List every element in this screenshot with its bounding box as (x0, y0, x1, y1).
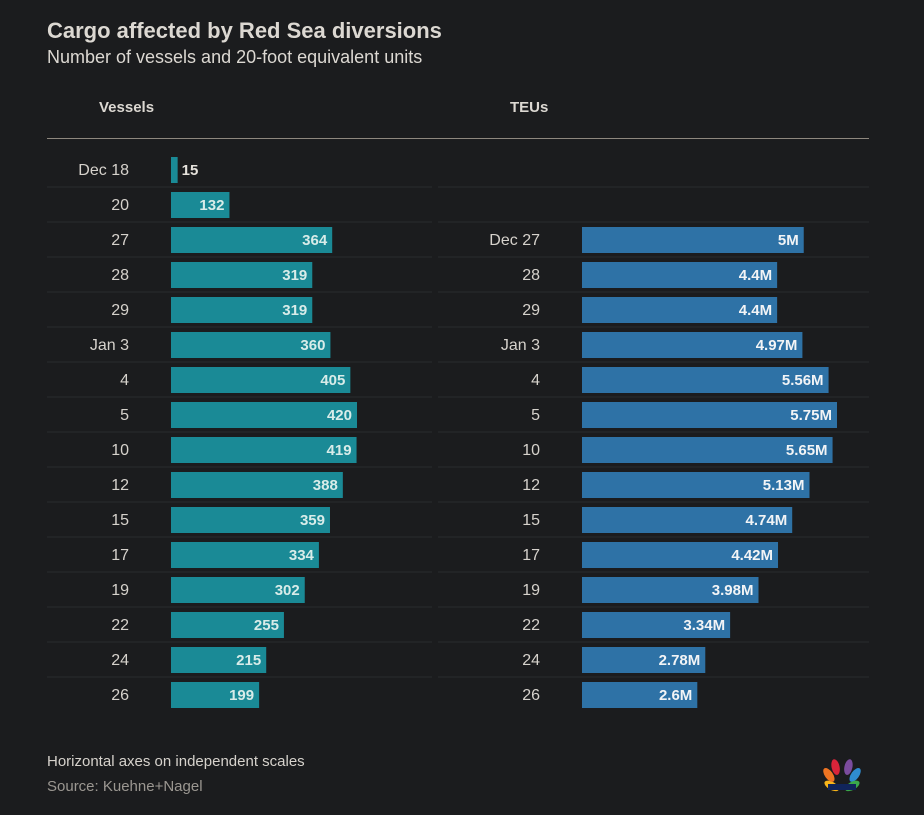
teus-category-label: 24 (522, 652, 540, 669)
header-divider (47, 138, 869, 139)
teus-value-label: 4.4M (739, 302, 772, 319)
teus-category-label: 15 (522, 512, 540, 529)
teus-category-label: Jan 3 (501, 337, 540, 354)
vessels-bar (171, 367, 351, 393)
teus-value-label: 4.4M (739, 267, 772, 284)
source-note: Source: Kuehne+Nagel (47, 778, 203, 795)
teus-value-label: 2.6M (659, 687, 692, 704)
vessels-category-label: 4 (120, 372, 129, 389)
teus-bar (582, 297, 778, 323)
vessels-category-label: 5 (120, 407, 129, 424)
teus-category-label: 17 (522, 547, 540, 564)
teus-value-label: 4.97M (756, 337, 798, 354)
vessels-value-label: 319 (282, 267, 307, 284)
vessels-category-label: 19 (111, 582, 129, 599)
vessels-value-label: 388 (313, 477, 338, 494)
teus-bar (582, 612, 731, 638)
vessels-bar (171, 577, 305, 603)
vessels-category-label: 26 (111, 687, 129, 704)
teus-category-label: 10 (522, 442, 540, 459)
teus-value-label: 4.74M (746, 512, 788, 529)
vessels-value-label: 420 (327, 407, 352, 424)
vessels-category-label: 28 (111, 267, 129, 284)
vessels-value-label: 215 (236, 652, 261, 669)
teus-value-label: 5.75M (790, 407, 832, 424)
vessels-category-label: 24 (111, 652, 129, 669)
vessels-bar (171, 297, 313, 323)
vessels-value-label: 132 (199, 197, 224, 214)
vessels-value-label: 319 (282, 302, 307, 319)
vessels-category-label: 27 (111, 232, 129, 249)
vessels-value-label: 359 (300, 512, 325, 529)
chart-subtitle: Number of vessels and 20-foot equivalent… (47, 47, 423, 67)
vessels-value-label: 255 (254, 617, 279, 634)
vessels-category-label: Dec 18 (78, 162, 129, 179)
cnbc-peacock-logo-icon (823, 759, 861, 792)
teus-value-label: 3.98M (712, 582, 754, 599)
vessels-bar (171, 542, 319, 568)
teus-category-label: 26 (522, 687, 540, 704)
vessels-bar (171, 647, 267, 673)
teus-category-label: Dec 27 (489, 232, 540, 249)
teus-value-label: 5.13M (763, 477, 805, 494)
teus-value-label: 5.65M (786, 442, 828, 459)
vessels-bar (171, 227, 333, 253)
vessels-category-label: 17 (111, 547, 129, 564)
teus-category-label: 5 (531, 407, 540, 424)
teus-bar (582, 437, 833, 463)
teus-bar (582, 682, 698, 708)
vessels-category-label: 29 (111, 302, 129, 319)
teus-bar (582, 227, 804, 253)
vessels-bar (171, 262, 313, 288)
scale-note: Horizontal axes on independent scales (47, 753, 305, 770)
vessels-value-label: 419 (327, 442, 352, 459)
teus-category-label: 12 (522, 477, 540, 494)
teus-value-label: 5M (778, 232, 799, 249)
vessels-bar (171, 157, 178, 183)
teus-bar (582, 542, 779, 568)
vessels-bar (171, 402, 357, 428)
teus-bar (582, 472, 810, 498)
vessels-value-label: 302 (275, 582, 300, 599)
teus-column-header: TEUs (510, 99, 549, 116)
teus-bar (582, 332, 803, 358)
teus-value-label: 5.56M (782, 372, 824, 389)
vessels-category-label: 22 (111, 617, 129, 634)
vessels-category-label: Jan 3 (90, 337, 129, 354)
vessels-bar (171, 472, 343, 498)
teus-value-label: 4.42M (731, 547, 773, 564)
teus-category-label: 4 (531, 372, 540, 389)
vessels-category-label: 15 (111, 512, 129, 529)
teus-category-label: 19 (522, 582, 540, 599)
teus-category-label: 22 (522, 617, 540, 634)
teus-bar (582, 647, 706, 673)
vessels-category-label: 20 (111, 197, 129, 214)
vessels-bar (171, 332, 331, 358)
vessels-value-label: 360 (300, 337, 325, 354)
vessels-category-label: 12 (111, 477, 129, 494)
teus-category-label: 28 (522, 267, 540, 284)
teus-bar (582, 507, 793, 533)
vessels-bar (171, 192, 230, 218)
vessels-category-label: 10 (111, 442, 129, 459)
vessels-bar (171, 612, 284, 638)
teus-bar (582, 262, 778, 288)
vessels-bar (171, 437, 357, 463)
teus-bar (582, 577, 759, 603)
vessels-value-label: 199 (229, 687, 254, 704)
vessels-bar (171, 507, 330, 533)
teus-category-label: 29 (522, 302, 540, 319)
chart-title: Cargo affected by Red Sea diversions (47, 18, 442, 43)
vessels-value-label: 364 (302, 232, 328, 249)
vessels-bar (171, 682, 260, 708)
vessels-column-header: Vessels (99, 99, 155, 116)
vessels-value-label: 405 (320, 372, 345, 389)
teus-value-label: 2.78M (659, 652, 701, 669)
vessels-value-label: 334 (289, 547, 315, 564)
teus-bar (582, 367, 829, 393)
vessels-value-label: 15 (182, 162, 199, 179)
teus-bar (582, 402, 837, 428)
teus-value-label: 3.34M (683, 617, 725, 634)
bar-charts: Dec 18 15 20 132 27 364 28 319 29 319 Jan 3 360 4 405… (47, 157, 869, 708)
